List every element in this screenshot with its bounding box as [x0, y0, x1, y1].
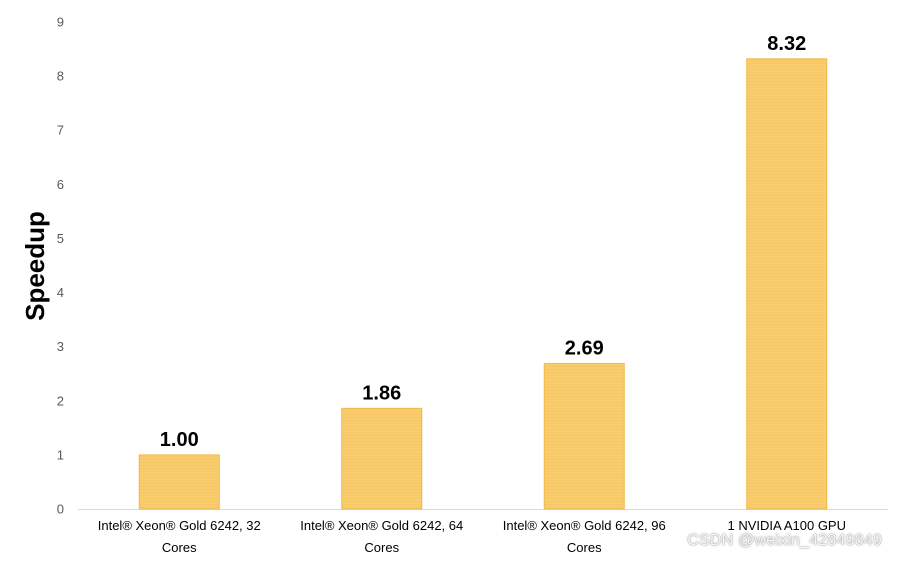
y-tick-label: 1 [57, 447, 64, 462]
y-tick-label: 0 [57, 502, 64, 517]
x-tick-label: 1 NVIDIA A100 GPU [727, 518, 846, 533]
y-tick-label: 5 [57, 231, 64, 246]
y-tick-label: 2 [57, 393, 64, 408]
data-label: 2.69 [565, 337, 604, 359]
y-tick-label: 4 [57, 285, 64, 300]
x-tick-label: Intel® Xeon® Gold 6242, 96 Cores [503, 518, 666, 555]
data-label: 8.32 [767, 33, 806, 55]
bar [746, 58, 828, 510]
bar [138, 454, 220, 510]
y-tick-label: 3 [57, 339, 64, 354]
x-tick-label: Intel® Xeon® Gold 6242, 32 Cores [98, 518, 261, 555]
y-axis-label: Speedup [20, 211, 50, 321]
y-tick-label: 8 [57, 69, 64, 84]
y-tick-label: 7 [57, 123, 64, 138]
y-tick-label: 6 [57, 177, 64, 192]
y-tick-label: 9 [57, 15, 64, 30]
bar [341, 407, 423, 510]
x-tick-label: Intel® Xeon® Gold 6242, 64 Cores [300, 518, 463, 555]
watermark: CSDN @weixin_42849849 [687, 532, 882, 549]
bar [543, 362, 625, 510]
data-label: 1.86 [362, 382, 401, 404]
data-label: 1.00 [160, 429, 199, 451]
